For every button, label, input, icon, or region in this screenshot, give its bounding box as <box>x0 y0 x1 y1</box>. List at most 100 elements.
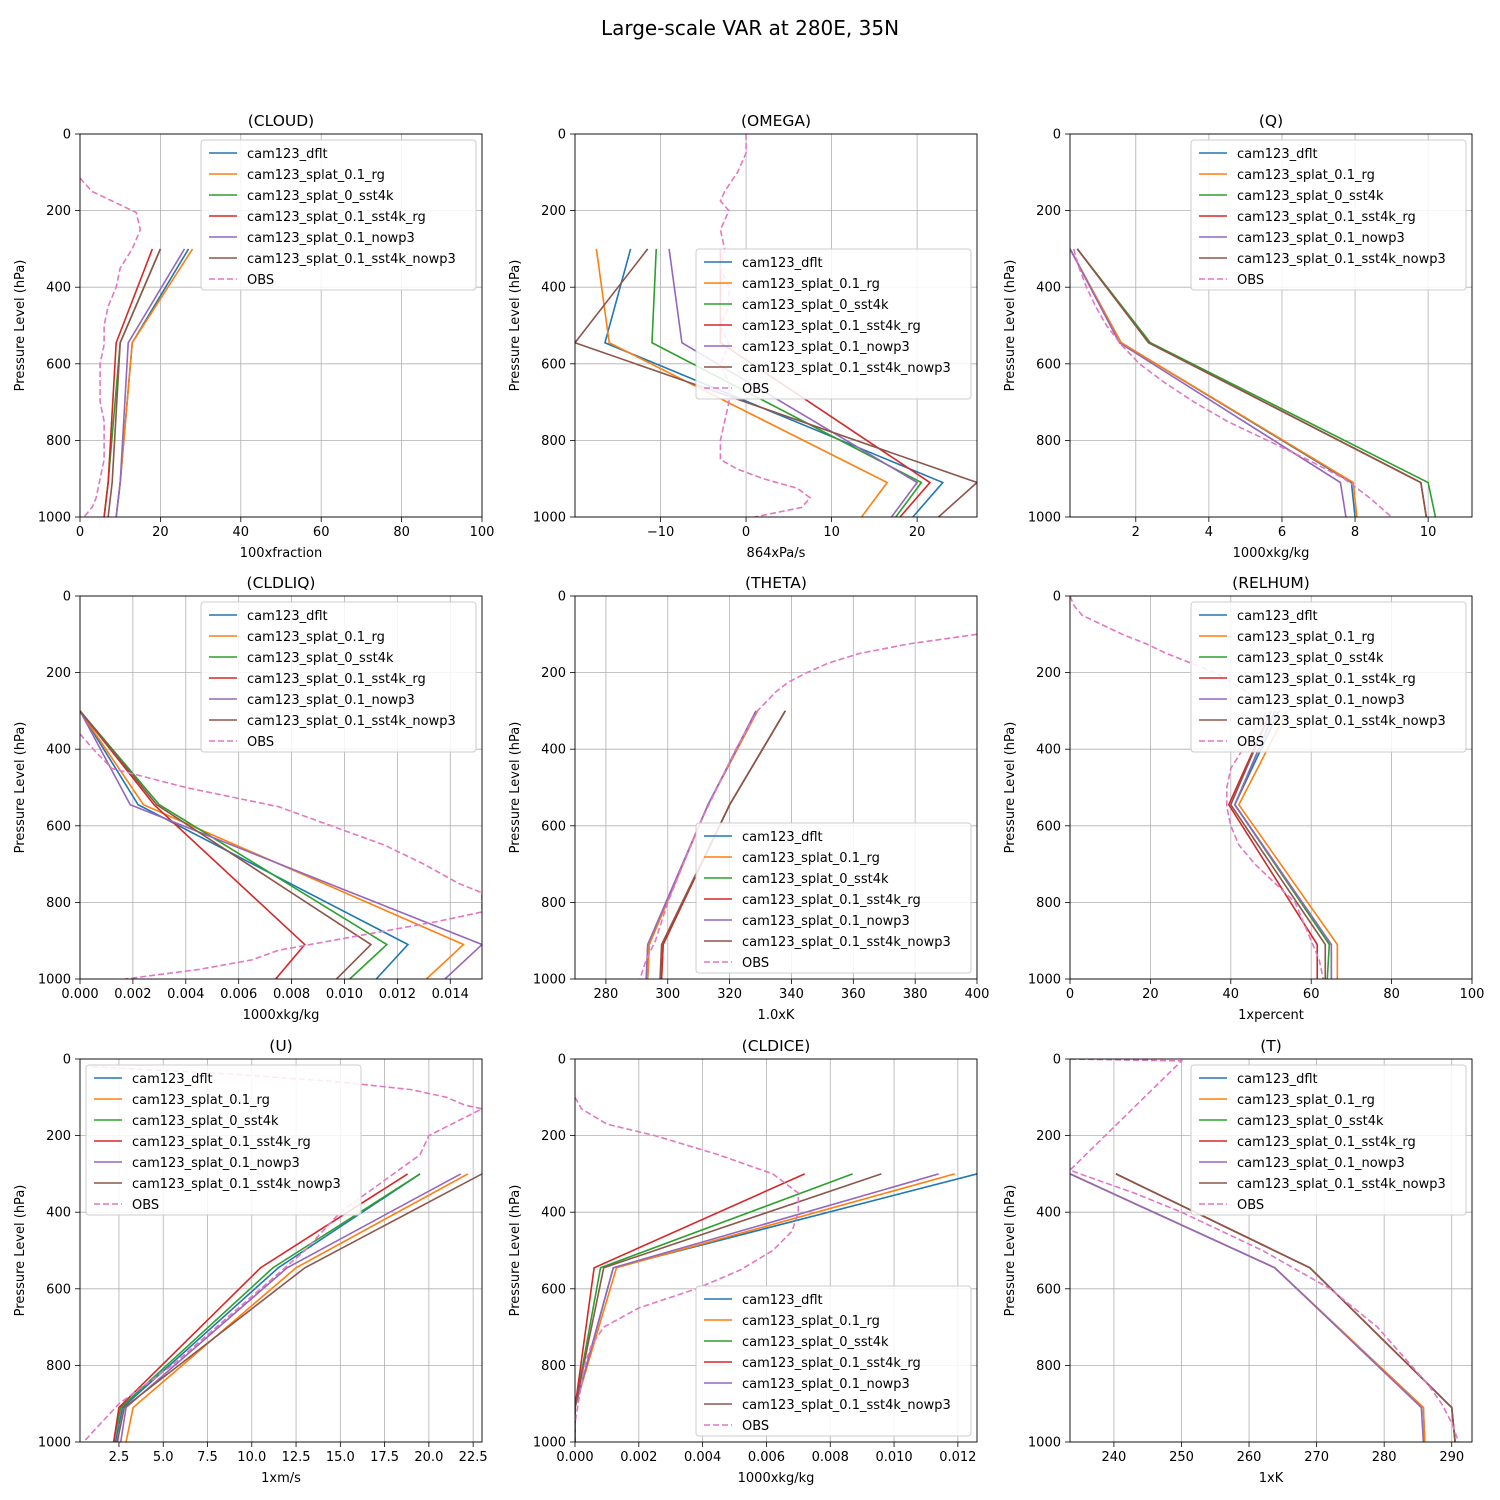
figure-title: Large-scale VAR at 280E, 35N <box>600 16 900 40</box>
legend-label: cam123_splat_0.1_sst4k_rg <box>742 893 921 908</box>
x-tick-label: 0 <box>742 525 750 540</box>
series-line-cam123-splat-0-1-nowp3 <box>575 1173 939 1442</box>
y-axis-label: Pressure Level (hPa) <box>1003 260 1018 392</box>
legend-label: cam123_splat_0_sst4k <box>1237 189 1384 204</box>
subplot-8: 240 250 260 270 280 290 0 200 400 600 800 1000 (T) 1x… <box>1003 1037 1473 1486</box>
legend-label: cam123_splat_0.1_nowp3 <box>132 1156 300 1171</box>
legend-label: OBS <box>1237 735 1264 750</box>
series-line-cam123-splat-0-1-rg <box>115 248 194 517</box>
y-tick-label: 600 <box>1036 1282 1061 1297</box>
x-tick-label: 240 <box>1102 1450 1127 1465</box>
axes-frame <box>79 1058 483 1443</box>
series-line-cam123-splat-0-1-sst4k-nowp3 <box>116 1173 482 1442</box>
x-tick-label: 0.014 <box>432 987 469 1002</box>
y-tick-label: 400 <box>541 743 566 758</box>
legend-frame <box>200 139 477 291</box>
legend-label: cam123_splat_0.1_nowp3 <box>742 1377 910 1392</box>
series-line-cam123-splat-0-sst4k <box>575 1173 853 1442</box>
series-line-cam123-splat-0-1-sst4k-nowp3 <box>1229 710 1327 979</box>
subplot-5: 0 20 40 60 80 10002004006008001000(RELHUM)1xp… <box>1003 574 1484 1023</box>
series-line-obs <box>1072 248 1393 517</box>
x-tick-label: 0.006 <box>748 1450 785 1465</box>
x-tick-label: −10 <box>647 525 674 540</box>
legend-frame <box>1190 601 1467 753</box>
series-line-cam123-splat-0-1-nowp3 <box>1070 1173 1425 1442</box>
x-tick-label: 10 <box>1420 525 1437 540</box>
y-tick-label: 800 <box>46 434 71 449</box>
x-tick-label: 340 <box>779 987 804 1002</box>
legend-label: cam123_splat_0.1_nowp3 <box>742 914 910 929</box>
series-line-cam123-splat-0-1-nowp3 <box>668 248 919 517</box>
x-tick-label: 12.5 <box>282 1450 311 1465</box>
legend-label: cam123_splat_0.1_sst4k_nowp3 <box>1237 252 1446 267</box>
legend-label: cam123_splat_0.1_sst4k_nowp3 <box>742 1398 951 1413</box>
series-line-cam123-splat-0-sst4k <box>80 710 389 979</box>
legend-label: cam123_splat_0.1_sst4k_nowp3 <box>1237 714 1446 729</box>
y-tick-label: 600 <box>46 1282 71 1297</box>
y-tick-label: 400 <box>46 1206 71 1221</box>
legend-label: cam123_dflt <box>742 256 823 271</box>
series-group <box>1070 596 1339 979</box>
series-group <box>1070 1059 1460 1442</box>
series-line-cam123-splat-0-1-sst4k-nowp3 <box>107 248 162 517</box>
y-tick-label: 1000 <box>38 973 71 988</box>
axes-frame <box>79 133 483 518</box>
y-tick-label: 1000 <box>1028 973 1061 988</box>
legend-label: cam123_splat_0_sst4k <box>742 1335 889 1350</box>
legend-label: cam123_splat_0.1_rg <box>1237 168 1375 183</box>
x-tick-label: 60 <box>313 525 330 540</box>
x-axis-label: 1xpercent <box>1238 1008 1304 1023</box>
y-tick-label: 600 <box>541 819 566 834</box>
series-line-cam123-splat-0-1-nowp3 <box>1233 710 1333 979</box>
y-tick-label: 200 <box>1036 204 1061 219</box>
y-tick-label: 200 <box>541 666 566 681</box>
y-tick-label: 1000 <box>1028 1436 1061 1451</box>
legend-label: cam123_splat_0.1_rg <box>1237 1093 1375 1108</box>
legend-label: cam123_splat_0.1_sst4k_rg <box>132 1135 311 1150</box>
legend: cam123_dflt cam123_splat_0.1_rg cam123_spl… <box>1190 601 1467 753</box>
x-tick-label: 0.006 <box>220 987 257 1002</box>
legend-label: cam123_splat_0.1_rg <box>132 1093 270 1108</box>
x-tick-label: 0.000 <box>556 1450 593 1465</box>
x-tick-label: 250 <box>1169 1450 1194 1465</box>
legend-label: OBS <box>742 1419 769 1434</box>
y-tick-label: 400 <box>541 281 566 296</box>
x-tick-label: 20 <box>909 525 926 540</box>
subplot-title: (Q) <box>1259 112 1283 130</box>
y-tick-label: 800 <box>541 434 566 449</box>
legend-label: cam123_splat_0.1_sst4k_nowp3 <box>132 1177 341 1192</box>
y-tick-label: 400 <box>1036 743 1061 758</box>
subplot-3: 0.000 0.002 0.004 0.006 0.008 0.010 0.012 0.014… <box>13 574 483 1023</box>
subplot-6: 2.5 5.0 7.5 10.0 12.5 15.0 17.5 20.0 22.5 0 200 400… <box>13 1037 488 1486</box>
series-line-cam123-splat-0-1-rg <box>595 248 889 517</box>
y-tick-label: 200 <box>1036 666 1061 681</box>
legend-label: cam123_splat_0.1_sst4k_nowp3 <box>742 361 951 376</box>
series-line-obs <box>1070 596 1325 979</box>
legend-label: cam123_splat_0.1_rg <box>247 630 385 645</box>
x-tick-label: 20 <box>1142 987 1159 1002</box>
legend-label: cam123_splat_0_sst4k <box>742 298 889 313</box>
axes-frame <box>79 595 483 980</box>
series-group <box>80 710 482 979</box>
x-tick-label: 2.5 <box>109 1450 130 1465</box>
series-line-cam123-dflt <box>114 1173 421 1442</box>
y-axis-label: Pressure Level (hPa) <box>13 722 28 854</box>
series-line-cam123-splat-0-1-nowp3 <box>1070 248 1347 517</box>
x-tick-label: 80 <box>393 525 410 540</box>
x-tick-label: 17.5 <box>370 1450 399 1465</box>
y-tick-label: 600 <box>541 357 566 372</box>
series-line-cam123-splat-0-1-sst4k-nowp3 <box>575 1173 882 1442</box>
legend-frame <box>1190 1064 1467 1216</box>
y-tick-label: 400 <box>46 743 71 758</box>
y-tick-label: 600 <box>1036 819 1061 834</box>
legend-label: cam123_splat_0.1_rg <box>742 851 880 866</box>
y-tick-label: 400 <box>541 1206 566 1221</box>
legend: cam123_dflt cam123_splat_0.1_rg cam123_spl… <box>1190 139 1467 291</box>
y-tick-label: 200 <box>46 1129 71 1144</box>
series-line-obs <box>1070 1059 1460 1442</box>
x-tick-label: 0.004 <box>167 987 204 1002</box>
legend-frame <box>695 1285 972 1437</box>
legend-label: cam123_splat_0.1_rg <box>1237 630 1375 645</box>
legend: cam123_dflt cam123_splat_0.1_rg cam123_spl… <box>695 248 972 400</box>
x-tick-label: 0.008 <box>273 987 310 1002</box>
